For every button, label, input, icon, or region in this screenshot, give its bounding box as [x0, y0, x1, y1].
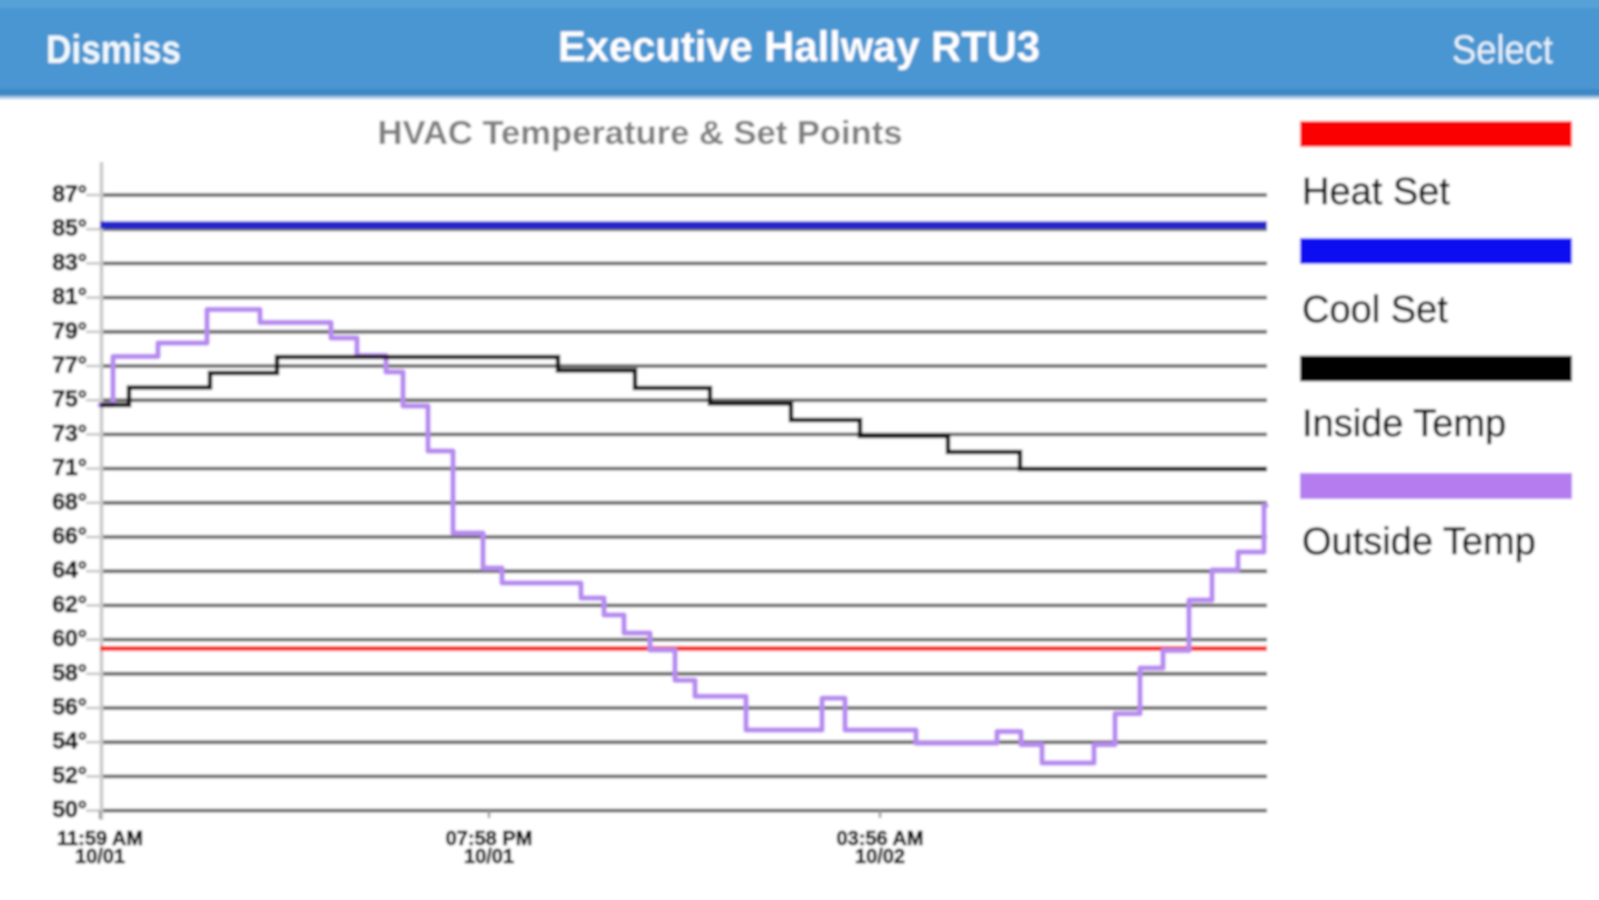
svg-text:75°: 75°	[52, 386, 87, 412]
svg-text:50°: 50°	[52, 796, 87, 822]
svg-text:85°: 85°	[52, 215, 87, 241]
svg-text:Inside Temp: Inside Temp	[1302, 403, 1506, 445]
svg-text:Select: Select	[1452, 28, 1553, 72]
svg-text:Outside Temp: Outside Temp	[1302, 521, 1536, 563]
svg-text:77°: 77°	[52, 352, 87, 378]
svg-text:68°: 68°	[52, 488, 87, 514]
svg-text:11:59 AM: 11:59 AM	[57, 828, 143, 850]
svg-text:10/01: 10/01	[75, 846, 125, 868]
svg-text:83°: 83°	[52, 249, 87, 275]
svg-text:87°: 87°	[52, 181, 87, 207]
svg-text:81°: 81°	[52, 283, 87, 309]
svg-text:Dismiss: Dismiss	[46, 28, 181, 72]
svg-text:52°: 52°	[52, 762, 87, 788]
svg-text:07:58 PM: 07:58 PM	[446, 828, 533, 850]
svg-text:79°: 79°	[52, 317, 87, 343]
svg-text:Heat Set: Heat Set	[1302, 171, 1450, 213]
svg-text:71°: 71°	[52, 454, 87, 480]
svg-text:58°: 58°	[52, 659, 87, 685]
svg-text:60°: 60°	[52, 625, 87, 651]
svg-text:Cool Set: Cool Set	[1302, 289, 1448, 331]
svg-text:56°: 56°	[52, 694, 87, 720]
svg-text:73°: 73°	[52, 420, 87, 446]
svg-text:54°: 54°	[52, 728, 87, 754]
svg-text:10/01: 10/01	[464, 846, 514, 868]
svg-text:HVAC Temperature & Set Points: HVAC Temperature & Set Points	[378, 114, 903, 151]
svg-text:03:56 AM: 03:56 AM	[836, 828, 923, 850]
svg-text:Executive Hallway RTU3: Executive Hallway RTU3	[558, 23, 1040, 71]
svg-text:66°: 66°	[52, 523, 87, 549]
svg-text:64°: 64°	[52, 557, 87, 583]
svg-text:62°: 62°	[52, 591, 87, 617]
svg-text:10/02: 10/02	[855, 846, 905, 868]
